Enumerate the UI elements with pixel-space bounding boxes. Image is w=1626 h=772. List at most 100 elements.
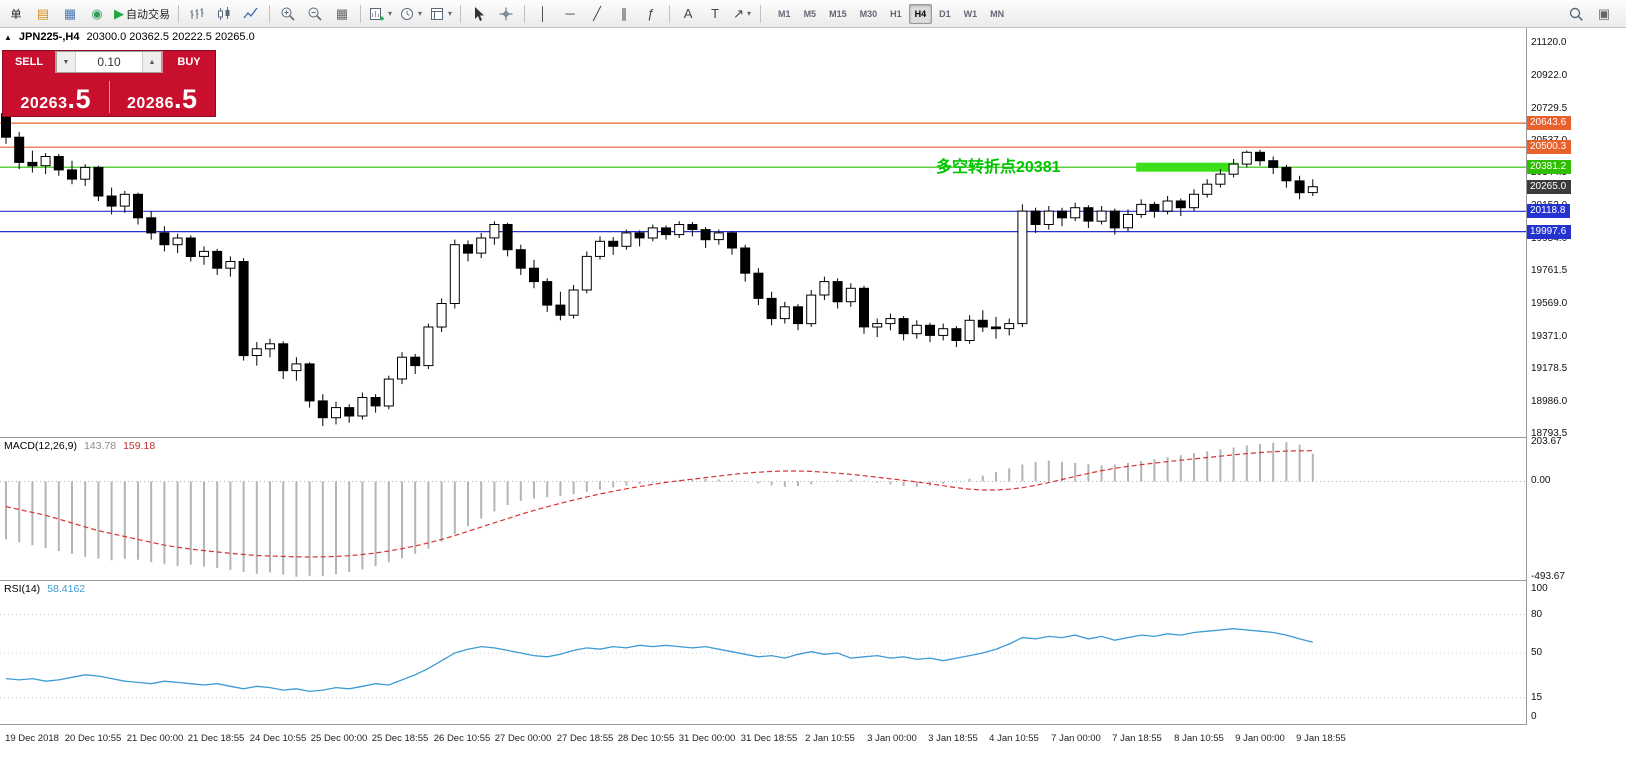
zoom-in-icon: [280, 6, 296, 22]
horizontal-line-icon[interactable]: ─: [557, 3, 583, 25]
line-chart-icon[interactable]: [238, 3, 264, 25]
price-chart-pane[interactable]: ▲ JPN225-,H4 20300.0 20362.5 20222.5 202…: [0, 28, 1526, 437]
rsi-title: RSI(14): [4, 583, 41, 595]
search-icon[interactable]: [1563, 3, 1589, 25]
macd-canvas: [0, 442, 1526, 577]
timeframe-button-w1[interactable]: W1: [963, 8, 978, 19]
macd-pane[interactable]: MACD(12,26,9) 143.78 159.18: [0, 438, 1526, 580]
candlestick-chart-icon[interactable]: [211, 3, 237, 25]
rsi-pane[interactable]: RSI(14) 58.4162: [0, 581, 1526, 724]
pivot-annotation[interactable]: 多空转折点20381: [936, 159, 1061, 176]
time-axis-label: 9 Jan 18:55: [1296, 733, 1346, 744]
chart-shift-icon: ▣: [1597, 6, 1611, 21]
buy-button[interactable]: BUY: [162, 51, 215, 73]
dropdown-arrow-icon[interactable]: ▾: [388, 9, 393, 18]
rsi-label: RSI(14) 58.4162: [4, 583, 85, 595]
zoom-out-icon: [307, 6, 323, 22]
fibonacci-icon: ƒ: [647, 6, 655, 21]
price-level-tag[interactable]: 20381.2: [1527, 160, 1572, 174]
data-window-icon[interactable]: ▦: [57, 3, 83, 25]
price-axis-label: 19761.5: [1531, 265, 1568, 276]
dropdown-arrow-icon[interactable]: ▾: [746, 9, 751, 18]
dropdown-arrow-icon[interactable]: ▾: [418, 9, 423, 18]
text-label-icon[interactable]: T: [702, 3, 728, 25]
timeframe-button-m1[interactable]: M1: [778, 8, 791, 19]
profiles-icon[interactable]: ▾: [396, 3, 425, 25]
macd-title: MACD(12,26,9): [4, 440, 77, 452]
collapse-panel-icon[interactable]: ▲: [4, 32, 12, 42]
new-order-button[interactable]: 单: [3, 3, 29, 25]
volume-increase-button[interactable]: ▲: [142, 52, 161, 72]
timeframe-button-m5[interactable]: M5: [803, 8, 817, 19]
time-axis[interactable]: 19 Dec 2018 20 Dec 10:55 21 Dec 00:00 21 De…: [0, 725, 1526, 755]
rsi-canvas: [0, 614, 1526, 699]
navigator-icon[interactable]: ◉: [84, 3, 110, 25]
price-level-tag[interactable]: 20643.6: [1527, 116, 1572, 130]
zoom-out-icon[interactable]: [302, 3, 328, 25]
price-axis-label: 18793.5: [1531, 428, 1568, 439]
bar-chart-icon[interactable]: [184, 3, 210, 25]
time-axis-label: 27 Dec 00:00: [494, 733, 552, 744]
text-tool-icon[interactable]: A: [675, 3, 701, 25]
time-axis-label: 20 Dec 10:55: [64, 733, 122, 744]
candles-series: [1, 107, 1318, 427]
price-axis-label: 21120.0: [1531, 37, 1567, 48]
pivot-highlight-zone[interactable]: [1136, 162, 1239, 172]
volume-input[interactable]: 0.10: [97, 55, 121, 69]
timeframe-button-h1[interactable]: H1: [890, 8, 902, 19]
time-axis-label: 8 Jan 10:55: [1174, 733, 1224, 744]
toolbar-right-group: ▣: [1563, 3, 1623, 25]
market-watch-icon[interactable]: ▤: [30, 3, 56, 25]
sell-price[interactable]: 20263.5: [3, 86, 109, 113]
crosshair-icon[interactable]: [493, 3, 519, 25]
timeframe-button-h4[interactable]: H4: [908, 3, 933, 24]
market-watch-icon: ▤: [36, 6, 50, 21]
price-axis[interactable]: 21120.020922.020729.520537.020344.520152…: [1526, 28, 1626, 725]
price-level-tag[interactable]: 19997.6: [1527, 225, 1572, 239]
macd-label: MACD(12,26,9) 143.78 159.18: [4, 440, 155, 452]
price-level-tag[interactable]: 20500.3: [1527, 140, 1572, 154]
templates-icon[interactable]: ▾: [426, 3, 455, 25]
arrows-tool-icon[interactable]: ↗ ▾: [729, 3, 755, 25]
time-axis-label: 4 Jan 10:55: [989, 733, 1039, 744]
chart-shift-icon[interactable]: ▣: [1591, 3, 1617, 25]
time-axis-label: 3 Jan 00:00: [867, 733, 917, 744]
timeframe-button-mn[interactable]: MN: [990, 8, 1005, 19]
zoom-in-icon[interactable]: [275, 3, 301, 25]
timeframe-button-d1[interactable]: D1: [939, 8, 951, 19]
timeframe-group: M1 M5 M15 M30 H1 H4 D1 W1 MN: [772, 3, 1010, 24]
toolbar-separator: [669, 4, 671, 23]
buy-price-main: 20286: [126, 95, 174, 112]
vertical-line-icon: │: [538, 6, 548, 21]
time-axis-label: 7 Jan 00:00: [1051, 733, 1101, 744]
autotrading-button[interactable]: ▶ 自动交易: [111, 3, 173, 25]
price-level-tag[interactable]: 20265.0: [1527, 180, 1572, 194]
price-level-tag[interactable]: 20118.8: [1527, 204, 1571, 218]
timeframe-button-m30[interactable]: M30: [859, 8, 878, 19]
rsi-axis-label: 0: [1531, 711, 1537, 722]
equidistant-channel-icon[interactable]: ∥: [611, 3, 637, 25]
chart-symbol-label: JPN225-,H4: [18, 31, 80, 43]
dropdown-arrow-icon[interactable]: ▾: [448, 9, 453, 18]
toolbar: 单 ▤ ▦ ◉ ▶ 自动交易 ▦ ▾ ▾ ▾ │ ─ ╱ ∥ ƒ A T ↗ ▾ M1 M5 M15 M30 H1 H4 D1 W1…: [0, 0, 1626, 28]
rsi-axis-label: 50: [1531, 647, 1543, 658]
autotrading-button-label: 自动交易: [126, 8, 170, 21]
chart-symbol-info: ▲ JPN225-,H4 20300.0 20362.5 20222.5 202…: [4, 31, 255, 43]
autotrading-button: ▶: [114, 6, 124, 21]
pane-separator[interactable]: [0, 580, 1626, 581]
new-chart-icon[interactable]: ▾: [366, 3, 395, 25]
volume-decrease-button[interactable]: ▼: [57, 52, 76, 72]
rsi-value: 58.4162: [47, 583, 86, 595]
fibonacci-icon[interactable]: ƒ: [638, 3, 664, 25]
cursor-icon[interactable]: [466, 3, 492, 25]
sell-button[interactable]: SELL: [3, 51, 56, 73]
time-axis-label: 25 Dec 00:00: [310, 733, 368, 744]
timeframe-button-m15[interactable]: M15: [829, 8, 847, 19]
time-axis-label: 28 Dec 10:55: [617, 733, 675, 744]
tile-windows-icon[interactable]: ▦: [329, 3, 355, 25]
vertical-line-icon[interactable]: │: [530, 3, 556, 25]
pane-separator[interactable]: [0, 437, 1626, 438]
trendline-icon[interactable]: ╱: [584, 3, 610, 25]
buy-price[interactable]: 20286.5: [110, 86, 216, 113]
horizontal-line-icon: ─: [565, 6, 575, 21]
